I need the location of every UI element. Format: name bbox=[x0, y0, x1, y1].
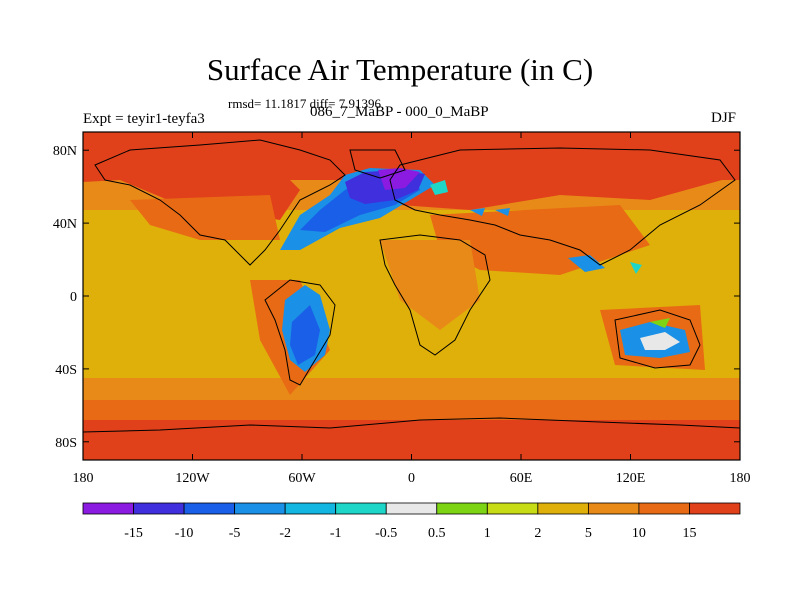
colorbar-label-5: -0.5 bbox=[375, 526, 397, 541]
colorbar-swatch-11 bbox=[638, 502, 690, 515]
colorbar-swatch-2 bbox=[183, 502, 236, 515]
colorbar-label-2: -5 bbox=[229, 526, 241, 541]
colorbar-label-3: -2 bbox=[279, 526, 291, 541]
field-region-africa bbox=[380, 240, 480, 330]
y-tick-label-2: 0 bbox=[70, 290, 77, 305]
coastline-antarctica bbox=[83, 417, 740, 433]
coastline-eurasia bbox=[389, 147, 736, 266]
x-tick-label-2: 60W bbox=[288, 471, 316, 486]
colorbar-label-11: 15 bbox=[682, 526, 696, 541]
field-anomaly-europe-a bbox=[470, 208, 485, 216]
colorbar-swatch-6 bbox=[385, 502, 438, 515]
colorbar-swatch-12 bbox=[689, 502, 741, 515]
colorbar-swatch-3 bbox=[234, 502, 286, 515]
colorbar-label-7: 1 bbox=[484, 526, 491, 541]
colorbar-label-0: -15 bbox=[124, 526, 143, 541]
field-region-eurasia bbox=[380, 150, 740, 210]
colorbar-label-8: 2 bbox=[534, 526, 541, 541]
field-region-north-america bbox=[130, 195, 280, 240]
colorbar-swatch-0 bbox=[82, 502, 134, 515]
field-anomaly-australia-core bbox=[640, 332, 680, 350]
y-tick-label-1: 40N bbox=[53, 217, 77, 232]
colorbar-label-4: -1 bbox=[330, 526, 342, 541]
colorbar-label-1: -10 bbox=[175, 526, 194, 541]
temperature-field bbox=[83, 132, 740, 460]
season-label: DJF bbox=[711, 110, 737, 126]
field-anomaly-scandinavia bbox=[430, 180, 448, 195]
colorbar-label-10: 10 bbox=[632, 526, 646, 541]
colorbar: -15 -10 -5 -2 -1 -0.5 0.5 1 2 5 10 15 bbox=[82, 502, 741, 541]
colorbar-swatch-1 bbox=[133, 502, 185, 515]
colorbar-label-6: 0.5 bbox=[428, 526, 446, 541]
colorbar-swatch-4 bbox=[284, 502, 337, 515]
colorbar-swatch-8 bbox=[486, 502, 539, 515]
colorbar-swatch-9 bbox=[537, 502, 589, 515]
field-anomaly-south-asia bbox=[568, 255, 605, 272]
coastline-north-america bbox=[94, 139, 346, 266]
field-band-south-midlat bbox=[83, 378, 740, 400]
y-tick-label-4: 80S bbox=[55, 436, 77, 451]
coastline-africa bbox=[379, 234, 491, 356]
map-title: Surface Air Temperature (in C) bbox=[206, 52, 594, 87]
field-anomaly-australia-edge bbox=[650, 318, 670, 328]
coastline-south-america bbox=[264, 279, 336, 386]
y-tick-label-0: 80N bbox=[53, 144, 77, 159]
field-anomaly-north-atlantic-core bbox=[378, 168, 420, 190]
experiment-label: Expt = teyir1-teyfa3 bbox=[83, 111, 205, 127]
axis-ticks: 80N 40N 0 40S 80S 180 120W 60W 0 60E 120E 180 bbox=[53, 132, 751, 486]
colorbar-swatch-7 bbox=[436, 502, 488, 515]
period-label: 086_7_MaBP - 000_0_MaBP bbox=[310, 104, 489, 120]
coastline-greenland bbox=[349, 149, 406, 179]
x-tick-label-4: 60E bbox=[510, 471, 533, 486]
x-tick-label-1: 120W bbox=[175, 471, 210, 486]
x-tick-label-3: 0 bbox=[408, 471, 415, 486]
x-tick-label-6: 180 bbox=[730, 471, 751, 486]
colorbar-swatch-5 bbox=[335, 502, 387, 515]
colorbar-swatch-10 bbox=[587, 502, 640, 515]
x-tick-label-0: 180 bbox=[73, 471, 94, 486]
coastline-australia bbox=[614, 309, 701, 369]
field-band-antarctic bbox=[83, 420, 740, 460]
field-anomaly-east-asia bbox=[630, 262, 642, 274]
x-tick-label-5: 120E bbox=[616, 471, 646, 486]
stats-label: rmsd= 11.1817 diff= 7.91396 bbox=[228, 96, 381, 111]
field-anomaly-europe-b bbox=[495, 208, 510, 216]
field-band-southern-ocean bbox=[83, 400, 740, 420]
y-tick-label-3: 40S bbox=[55, 363, 77, 378]
colorbar-label-9: 5 bbox=[585, 526, 592, 541]
field-anomaly-south-atlantic-inner bbox=[290, 305, 320, 365]
